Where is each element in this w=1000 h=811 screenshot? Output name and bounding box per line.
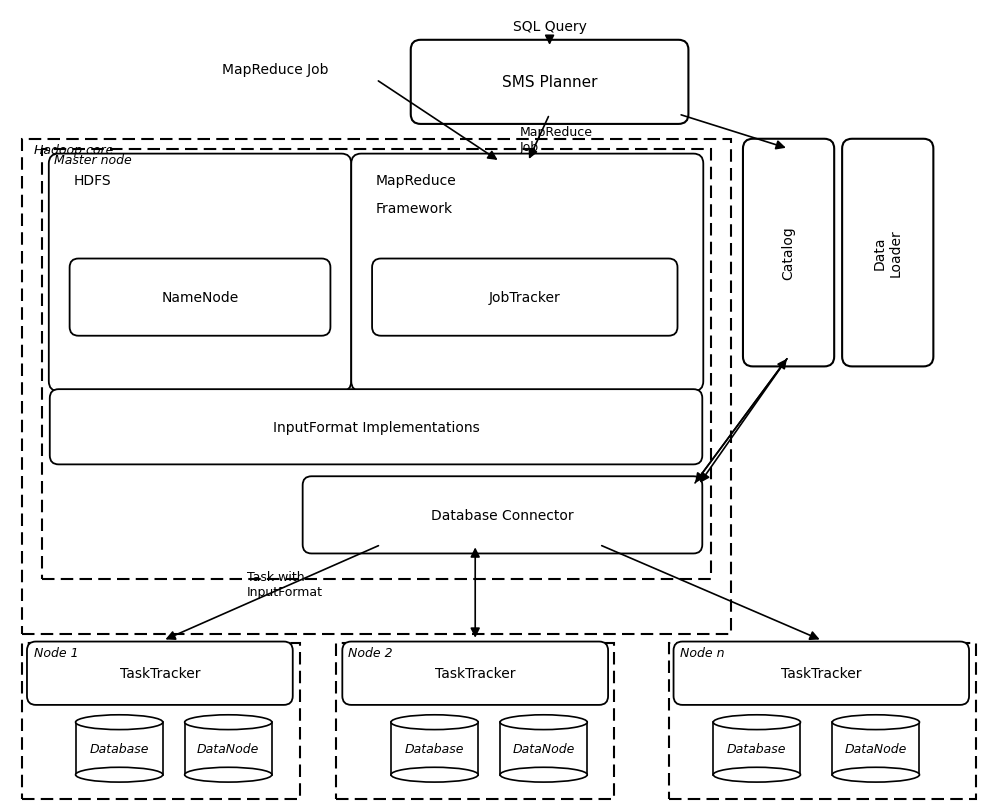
Ellipse shape — [76, 715, 163, 730]
Bar — [185, 723, 272, 775]
Bar — [500, 723, 587, 775]
Text: InputFormat Implementations: InputFormat Implementations — [273, 420, 479, 434]
FancyBboxPatch shape — [27, 642, 293, 705]
Text: TaskTracker: TaskTracker — [435, 667, 515, 680]
Ellipse shape — [713, 715, 800, 730]
Ellipse shape — [391, 767, 478, 782]
Text: TaskTracker: TaskTracker — [781, 667, 862, 680]
Text: MapReduce: MapReduce — [376, 174, 457, 188]
Text: DataNode: DataNode — [197, 742, 259, 755]
FancyBboxPatch shape — [842, 139, 933, 367]
Bar — [22, 139, 731, 634]
Text: DataNode: DataNode — [512, 742, 575, 755]
Text: Task with
InputFormat: Task with InputFormat — [247, 570, 323, 599]
Ellipse shape — [391, 715, 478, 730]
Text: SMS Planner: SMS Planner — [502, 75, 597, 90]
FancyBboxPatch shape — [50, 389, 702, 465]
Ellipse shape — [185, 715, 272, 730]
Text: Database: Database — [89, 742, 149, 755]
Bar — [832, 723, 919, 775]
Text: Framework: Framework — [376, 202, 453, 216]
FancyBboxPatch shape — [303, 477, 702, 554]
Text: MapReduce Job: MapReduce Job — [222, 63, 329, 77]
Ellipse shape — [185, 767, 272, 782]
Ellipse shape — [713, 767, 800, 782]
FancyBboxPatch shape — [49, 154, 351, 392]
Ellipse shape — [832, 715, 919, 730]
FancyBboxPatch shape — [70, 260, 330, 337]
Ellipse shape — [500, 715, 587, 730]
Bar — [22, 643, 300, 799]
Text: Node n: Node n — [680, 646, 725, 659]
Bar — [713, 723, 800, 775]
Text: Database Connector: Database Connector — [431, 508, 574, 522]
Text: Data
Loader: Data Loader — [873, 230, 903, 277]
Text: Database: Database — [727, 742, 787, 755]
Bar — [76, 723, 163, 775]
Ellipse shape — [500, 767, 587, 782]
FancyBboxPatch shape — [372, 260, 678, 337]
FancyBboxPatch shape — [411, 41, 688, 125]
Text: Catalog: Catalog — [782, 226, 796, 280]
Bar — [391, 723, 478, 775]
Ellipse shape — [76, 767, 163, 782]
Text: Database: Database — [405, 742, 464, 755]
FancyBboxPatch shape — [674, 642, 969, 705]
Text: Node 2: Node 2 — [348, 646, 393, 659]
Text: Master node: Master node — [54, 153, 132, 166]
Text: Node 1: Node 1 — [34, 646, 79, 659]
Text: JobTracker: JobTracker — [489, 291, 561, 305]
Text: Hadoop core: Hadoop core — [34, 144, 113, 157]
Text: HDFS: HDFS — [74, 174, 111, 188]
Ellipse shape — [832, 767, 919, 782]
FancyBboxPatch shape — [743, 139, 834, 367]
Text: TaskTracker: TaskTracker — [120, 667, 200, 680]
Text: MapReduce
Job: MapReduce Job — [520, 126, 593, 153]
FancyBboxPatch shape — [342, 642, 608, 705]
Text: SQL Query: SQL Query — [513, 19, 587, 34]
Bar — [669, 643, 976, 799]
Bar — [42, 149, 711, 580]
Text: NameNode: NameNode — [161, 291, 239, 305]
Text: DataNode: DataNode — [845, 742, 907, 755]
FancyBboxPatch shape — [351, 154, 703, 392]
Bar — [336, 643, 614, 799]
